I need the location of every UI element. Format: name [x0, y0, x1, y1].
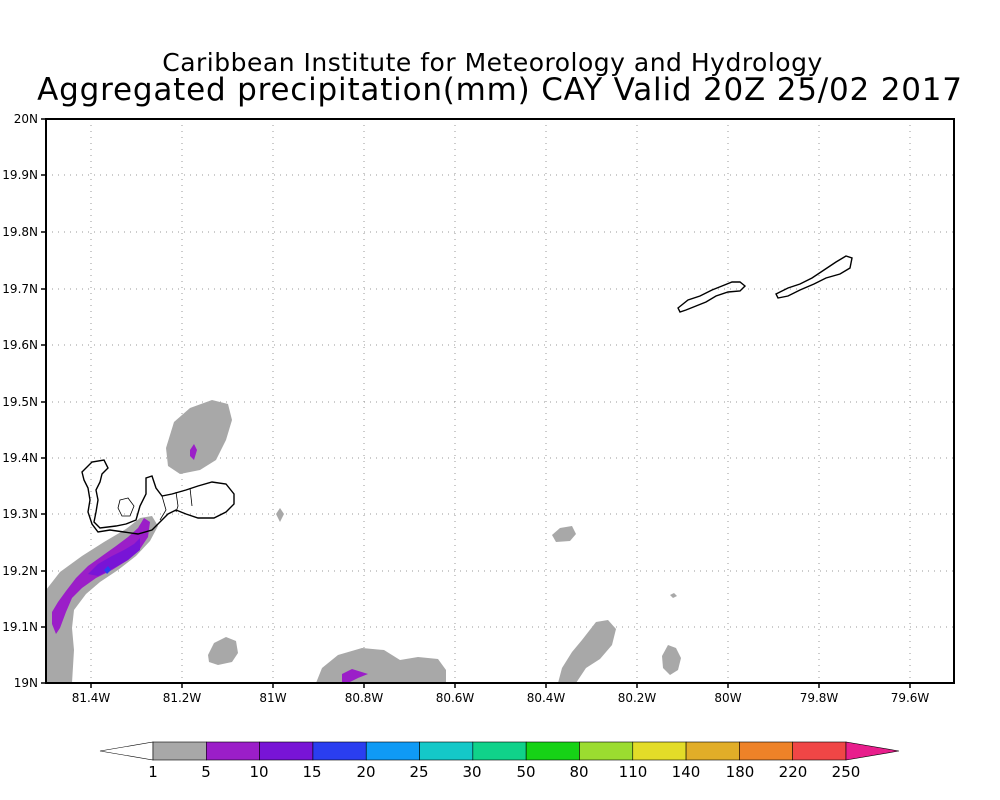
lat-label: 19.2N [2, 564, 38, 578]
legend-swatch [525, 741, 580, 761]
legend-over-arrow [845, 741, 900, 761]
lat-label: 19.4N [2, 451, 38, 465]
legend-swatch [472, 741, 527, 761]
lat-label: 19.3N [2, 507, 38, 521]
legend-label: 15 [302, 763, 321, 781]
lon-label: 81.4W [72, 691, 111, 705]
latitude-labels: 20N 19.9N 19.8N 19.7N 19.6N 19.5N 19.4N … [2, 112, 38, 690]
lon-label: 79.8W [800, 691, 839, 705]
legend-swatch [579, 741, 634, 761]
lat-label: 19.7N [2, 282, 38, 296]
cayman-brac-outline [775, 255, 853, 299]
legend-label: 250 [832, 763, 861, 781]
legend-label: 30 [462, 763, 481, 781]
legend-label: 80 [569, 763, 588, 781]
map-title: Caribbean Institute for Meteorology and … [162, 48, 823, 77]
legend-swatch [419, 741, 474, 761]
precip-5-10mm-areas [52, 444, 368, 683]
map-subtitle: Aggregated precipitation(mm) CAY Valid 2… [37, 72, 963, 108]
legend-labels: 1 5 10 15 20 25 30 50 80 110 140 180 220… [148, 763, 860, 781]
lat-label: 19.1N [2, 620, 38, 634]
legend-swatch [632, 741, 687, 761]
legend-swatch [739, 741, 793, 761]
axis-ticks [41, 118, 911, 688]
legend-label: 220 [779, 763, 808, 781]
grand-cayman-outline [81, 459, 235, 535]
legend-label: 20 [356, 763, 375, 781]
lon-label: 80.4W [527, 691, 566, 705]
little-cayman-outline [677, 281, 747, 313]
legend-label: 180 [726, 763, 755, 781]
lat-label: 20N [14, 112, 38, 126]
legend-label: 140 [672, 763, 701, 781]
legend-label: 25 [409, 763, 428, 781]
precip-15-20mm-areas [104, 566, 111, 574]
map-frame [45, 118, 955, 684]
legend-swatch [152, 741, 207, 761]
legend-colorbar [99, 741, 900, 761]
legend-swatch [792, 741, 847, 761]
lon-label: 80.6W [436, 691, 475, 705]
lat-label: 19.5N [2, 395, 38, 409]
lon-label: 80.2W [618, 691, 657, 705]
precip-10-15mm-areas [88, 538, 140, 576]
legend-label: 1 [148, 763, 158, 781]
map-grid [46, 119, 954, 683]
legend-label: 5 [201, 763, 211, 781]
legend-swatch [206, 741, 260, 761]
lat-label: 19.6N [2, 338, 38, 352]
legend-swatch [365, 741, 420, 761]
legend-swatch [312, 741, 367, 761]
longitude-labels: 81.4W 81.2W 81W 80.8W 80.6W 80.4W 80.2W … [72, 691, 930, 705]
lon-label: 81.2W [163, 691, 202, 705]
legend-label: 110 [619, 763, 648, 781]
legend-under-arrow [99, 741, 154, 761]
lon-label: 81W [259, 691, 286, 705]
legend-swatch [259, 741, 314, 761]
legend-swatch [685, 741, 740, 761]
legend-label: 10 [249, 763, 268, 781]
legend-swatches [152, 741, 847, 761]
lat-label: 19.9N [2, 168, 38, 182]
lat-label: 19N [14, 676, 38, 690]
lon-label: 80W [714, 691, 741, 705]
legend-label: 50 [516, 763, 535, 781]
lon-label: 80.8W [345, 691, 384, 705]
lat-label: 19.8N [2, 225, 38, 239]
lon-label: 79.6W [891, 691, 930, 705]
